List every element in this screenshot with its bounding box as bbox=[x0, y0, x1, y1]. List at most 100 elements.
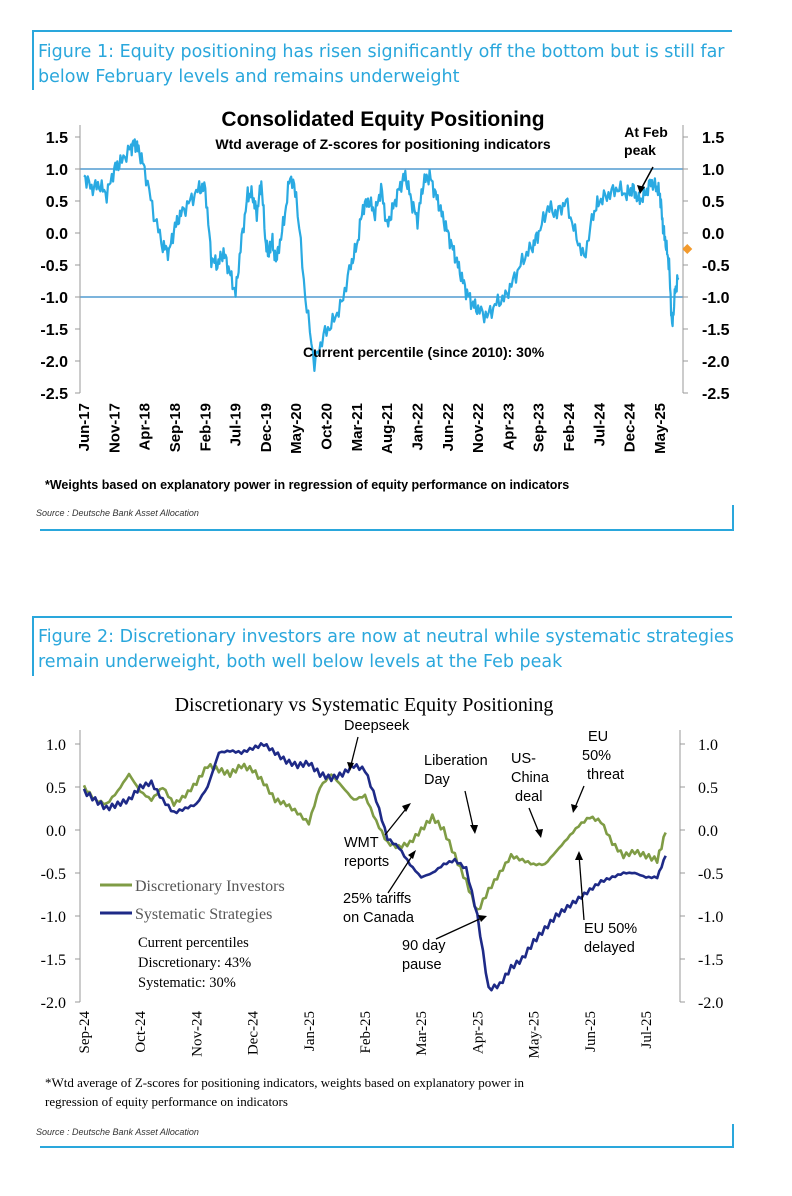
figure1-caption: Figure 1: Equity positioning has risen s… bbox=[38, 42, 725, 87]
figure2-left-border bbox=[32, 616, 34, 676]
chart1-xtick-label: Dec-24 bbox=[622, 402, 639, 452]
figure1-left-border bbox=[32, 30, 34, 90]
chart1-xtick-label: Nov-22 bbox=[470, 403, 487, 453]
chart2-xtick-label: Sep-24 bbox=[77, 1011, 93, 1054]
annotation-wmt-line1: WMT bbox=[344, 835, 379, 851]
chart1-feb-peak-arrowhead bbox=[637, 185, 645, 194]
annotation-tariffs-line2: on Canada bbox=[343, 910, 415, 926]
chart2-ytick-label-left: -0.5 bbox=[41, 866, 66, 883]
chart1-xtick-label: Dec-19 bbox=[258, 403, 275, 452]
chart1-ytick-label-right: 1.5 bbox=[702, 130, 724, 147]
chart1-current-percentile: Current percentile (since 2010): 30% bbox=[303, 344, 545, 360]
figure1-bottom-border bbox=[40, 529, 734, 531]
annotation-eu-threat-line1: EU bbox=[588, 729, 608, 745]
figure1-right-border bbox=[732, 505, 734, 531]
chart2-xtick-label: Jun-25 bbox=[583, 1011, 599, 1052]
arrowhead-eu-delayed bbox=[575, 851, 583, 860]
arrowhead-deepseek bbox=[347, 762, 354, 771]
chart1-xtick-label: May-25 bbox=[652, 403, 669, 454]
arrowhead-pause bbox=[478, 915, 487, 922]
chart1-ytick-label-right: 0.5 bbox=[702, 194, 724, 211]
chart2-ytick-label-right: -1.0 bbox=[698, 909, 723, 926]
chart1-ytick-label-left: -1.0 bbox=[40, 290, 68, 307]
chart1-xtick-label: Sep-18 bbox=[167, 403, 184, 452]
chart2-xtick-label: Oct-24 bbox=[133, 1011, 149, 1053]
arrowhead-uschina bbox=[535, 829, 543, 838]
chart1-current-marker bbox=[682, 244, 693, 254]
chart1-ytick-label-left: -1.5 bbox=[40, 322, 68, 339]
chart1-xtick-label: Sep-23 bbox=[531, 403, 548, 452]
chart1-xtick-label: May-20 bbox=[288, 403, 305, 454]
annotation-pause-line2: pause bbox=[402, 957, 442, 973]
chart2-ytick-label-right: 0.5 bbox=[698, 780, 718, 797]
annotation-eu-threat-line3: threat bbox=[587, 767, 624, 783]
annotation-tariffs-line1: 25% tariffs bbox=[343, 891, 411, 907]
chart2-ytick-label-right: -1.5 bbox=[698, 952, 723, 969]
annotation-eu-delayed-line2: delayed bbox=[584, 940, 635, 956]
chart2-ytick-label-left: -2.0 bbox=[41, 995, 66, 1012]
chart2-ytick-label-right: 0.0 bbox=[698, 823, 718, 840]
arrowhead-tariffs bbox=[408, 850, 416, 859]
annotation-uschina-line3: deal bbox=[515, 789, 542, 805]
chart1-xtick-label: Nov-17 bbox=[106, 403, 123, 453]
chart1-ytick-label-right: -1.0 bbox=[702, 290, 730, 307]
chart2-discretionary-line bbox=[82, 762, 667, 911]
chart1-xtick-label: Feb-19 bbox=[197, 403, 214, 451]
chart1-subtitle: Wtd average of Z-scores for positioning … bbox=[215, 136, 550, 152]
chart2-ytick-label-right: -0.5 bbox=[698, 866, 723, 883]
chart1-xtick-label: Mar-21 bbox=[349, 403, 366, 451]
percentiles-systematic: Systematic: 30% bbox=[138, 975, 236, 991]
chart2-ytick-label-right: -2.0 bbox=[698, 995, 723, 1012]
chart1-ytick-label-left: 0.5 bbox=[46, 194, 68, 211]
chart2-xtick-label: Apr-25 bbox=[470, 1011, 486, 1054]
chart1-ytick-label-right: 0.0 bbox=[702, 226, 724, 243]
figure1-top-border bbox=[32, 30, 732, 32]
chart1-ytick-label-right: -2.5 bbox=[702, 386, 730, 403]
figure2-caption: Figure 2: Discretionary investors are no… bbox=[38, 627, 734, 672]
chart1-ytick-label-right: -1.5 bbox=[702, 322, 730, 339]
chart2-ytick-label-left: -1.5 bbox=[41, 952, 66, 969]
chart1-xtick-label: Apr-23 bbox=[500, 403, 517, 451]
annotation-pause-line1: 90 day bbox=[402, 938, 446, 954]
chart2-title: Discretionary vs Systematic Equity Posit… bbox=[175, 694, 554, 716]
chart1-ytick-label-left: -2.0 bbox=[40, 354, 68, 371]
chart1-title: Consolidated Equity Positioning bbox=[221, 108, 544, 131]
annotation-deepseek: Deepseek bbox=[344, 718, 410, 734]
figure2-right-border bbox=[732, 1124, 734, 1148]
chart1-xtick-label: Jun-22 bbox=[440, 403, 457, 451]
chart1-ytick-label-left: -2.5 bbox=[40, 386, 68, 403]
chart1-ytick-label-right: -2.0 bbox=[702, 354, 730, 371]
chart1-xtick-label: Oct-20 bbox=[319, 403, 336, 450]
figure1-source: Source : Deutsche Bank Asset Allocation bbox=[36, 508, 199, 518]
arrow-pause bbox=[435, 916, 485, 940]
chart1-footnote: *Weights based on explanatory power in r… bbox=[45, 478, 569, 492]
chart1-xtick-label: Jun-17 bbox=[76, 403, 93, 451]
chart1-xtick-label: Feb-24 bbox=[561, 402, 578, 451]
chart1-ytick-label-right: -0.5 bbox=[702, 258, 730, 275]
figure2-bottom-border bbox=[40, 1146, 734, 1148]
chart1-xtick-label: Jan-22 bbox=[409, 403, 426, 451]
chart1-xtick-label: Aug-21 bbox=[379, 403, 396, 454]
legend-discretionary-label: Discretionary Investors bbox=[135, 878, 285, 895]
annotation-liberation-line1: Liberation bbox=[424, 753, 488, 769]
chart2-xtick-label: May-25 bbox=[527, 1011, 543, 1059]
chart1-series-line bbox=[83, 138, 680, 372]
chart1-xtick-label: Jul-19 bbox=[228, 403, 245, 446]
figure2-top-border bbox=[32, 616, 732, 618]
figure2-source: Source : Deutsche Bank Asset Allocation bbox=[36, 1127, 199, 1137]
chart2-ytick-label-left: 0.5 bbox=[46, 780, 66, 797]
percentiles-header: Current percentiles bbox=[138, 935, 249, 951]
chart1-xtick-label: Jul-24 bbox=[591, 402, 608, 446]
figure2-chart: Discretionary vs Systematic Equity Posit… bbox=[41, 694, 724, 1109]
percentiles-discretionary: Discretionary: 43% bbox=[138, 955, 251, 971]
chart1-xtick-label: Apr-18 bbox=[137, 403, 154, 451]
arrow-eu-delayed bbox=[578, 854, 585, 921]
annotation-uschina-line1: US- bbox=[511, 751, 536, 767]
chart1-ytick-label-left: 0.0 bbox=[46, 226, 68, 243]
annotation-uschina-line2: China bbox=[511, 770, 550, 786]
arrowhead-eu-threat bbox=[571, 804, 578, 813]
chart2-ytick-label-left: 1.0 bbox=[46, 737, 66, 754]
annotation-eu-delayed-line1: EU 50% bbox=[584, 921, 637, 937]
arrowhead-wmt bbox=[402, 803, 411, 812]
annotation-wmt-line2: reports bbox=[344, 854, 389, 870]
